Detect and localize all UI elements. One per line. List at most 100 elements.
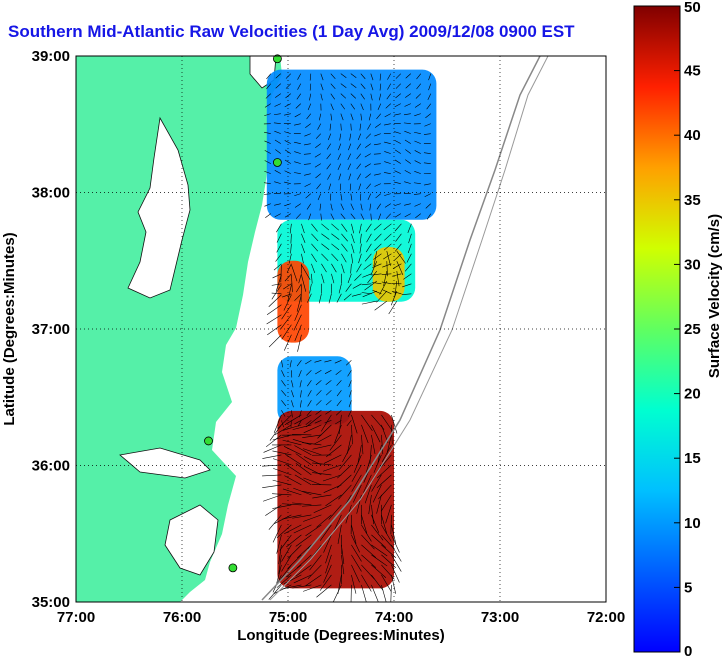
velocity-arrow [279, 534, 292, 551]
velocity-region-mouth-jet [277, 260, 310, 343]
velocity-arrow [381, 564, 395, 580]
velocity-arrow [428, 73, 432, 81]
velocity-arrow [359, 123, 362, 131]
velocity-arrow [311, 233, 319, 242]
velocity-arrow [353, 454, 362, 473]
velocity-arrow [278, 544, 282, 565]
bathymetry-contour [269, 56, 549, 601]
velocity-arrow [281, 544, 292, 562]
velocity-arrow [349, 183, 352, 191]
velocity-arrow [395, 73, 402, 79]
velocity-arrow [274, 424, 292, 436]
colorbar-tick-label: 15 [684, 450, 701, 467]
velocity-arrow [272, 273, 282, 279]
velocity-arrow [315, 380, 322, 386]
velocity-arrow [374, 173, 381, 176]
velocity-arrow [371, 504, 374, 525]
velocity-arrow [349, 133, 352, 141]
velocity-arrow [336, 293, 342, 303]
velocity-arrow [367, 193, 372, 201]
velocity-arrow [271, 283, 282, 286]
velocity-arrow [347, 153, 352, 160]
velocity-arrow [284, 574, 302, 584]
velocity-arrow [403, 273, 412, 280]
velocity-arrow [391, 574, 397, 594]
velocity-arrow [317, 123, 322, 130]
velocity-arrow [365, 223, 372, 233]
velocity-arrow [330, 73, 336, 80]
velocity-arrow [331, 273, 335, 284]
velocity-arrow [281, 400, 287, 407]
velocity-arrow [351, 223, 355, 234]
velocity-arrow [365, 454, 372, 474]
velocity-arrow [414, 131, 421, 134]
velocity-arrow [341, 263, 345, 274]
velocity-arrow [394, 213, 401, 218]
velocity-arrow [361, 584, 367, 602]
velocity-arrow [316, 183, 322, 190]
velocity-arrow [350, 103, 356, 110]
velocity-arrow [394, 203, 401, 207]
velocity-arrow [363, 263, 372, 270]
velocity-arrow [340, 103, 346, 110]
velocity-arrow [289, 223, 292, 234]
velocity-arrow [309, 554, 322, 571]
velocity-arrow [320, 414, 332, 432]
velocity-arrow [300, 390, 302, 398]
velocity-arrow [263, 444, 282, 453]
velocity-arrow [301, 274, 307, 292]
velocity-arrow [302, 448, 322, 456]
velocity-arrow [264, 160, 271, 164]
velocity-arrow [359, 223, 362, 234]
velocity-arrow [361, 424, 369, 444]
velocity-arrow [311, 263, 316, 274]
velocity-arrow [394, 149, 401, 154]
velocity-arrow [316, 584, 332, 598]
velocity-arrow [403, 113, 411, 116]
chart-title: Southern Mid-Atlantic Raw Velocities (1 … [8, 22, 575, 41]
velocity-arrow [359, 243, 362, 254]
velocity-arrow [272, 434, 292, 441]
velocity-arrow [381, 544, 397, 558]
colorbar-tick-label: 25 [684, 321, 701, 338]
velocity-arrow [404, 213, 411, 218]
velocity-arrow [365, 243, 372, 253]
velocity-arrow [340, 203, 345, 210]
velocity-arrow [301, 223, 305, 234]
x-tick-label: 73:00 [481, 609, 519, 626]
velocity-arrow [325, 494, 342, 507]
velocity-arrow [361, 574, 372, 592]
velocity-arrow [273, 584, 292, 594]
velocity-arrow [294, 141, 301, 144]
velocity-arrow [381, 574, 392, 592]
velocity-arrow [394, 170, 401, 174]
velocity-arrow [346, 420, 352, 427]
velocity-arrow [304, 183, 311, 187]
velocity-arrow [282, 424, 302, 431]
velocity-arrow [309, 283, 312, 294]
velocity-arrow [371, 584, 379, 602]
velocity-arrow [374, 300, 387, 311]
velocity-arrow [276, 233, 282, 243]
velocity-arrow [331, 223, 339, 231]
velocity-arrow [294, 113, 301, 118]
velocity-arrow [291, 410, 293, 418]
velocity-arrow [351, 233, 355, 244]
velocity-arrow [337, 163, 342, 171]
velocity-arrow [291, 390, 294, 398]
velocity-arrow [371, 474, 382, 492]
velocity-arrow [361, 534, 375, 550]
velocity-arrow [396, 260, 404, 276]
velocity-arrow [302, 434, 322, 438]
velocity-arrow [309, 83, 312, 91]
velocity-arrow [304, 173, 311, 176]
velocity-arrow [284, 140, 291, 144]
velocity-arrow [351, 424, 353, 445]
velocity-arrow [282, 439, 302, 446]
velocity-arrow [330, 213, 335, 220]
velocity-arrow [404, 139, 411, 144]
velocity-arrow [383, 223, 392, 231]
velocity-arrow [332, 584, 342, 602]
velocity-arrow [263, 193, 271, 195]
velocity-arrow [350, 123, 352, 131]
